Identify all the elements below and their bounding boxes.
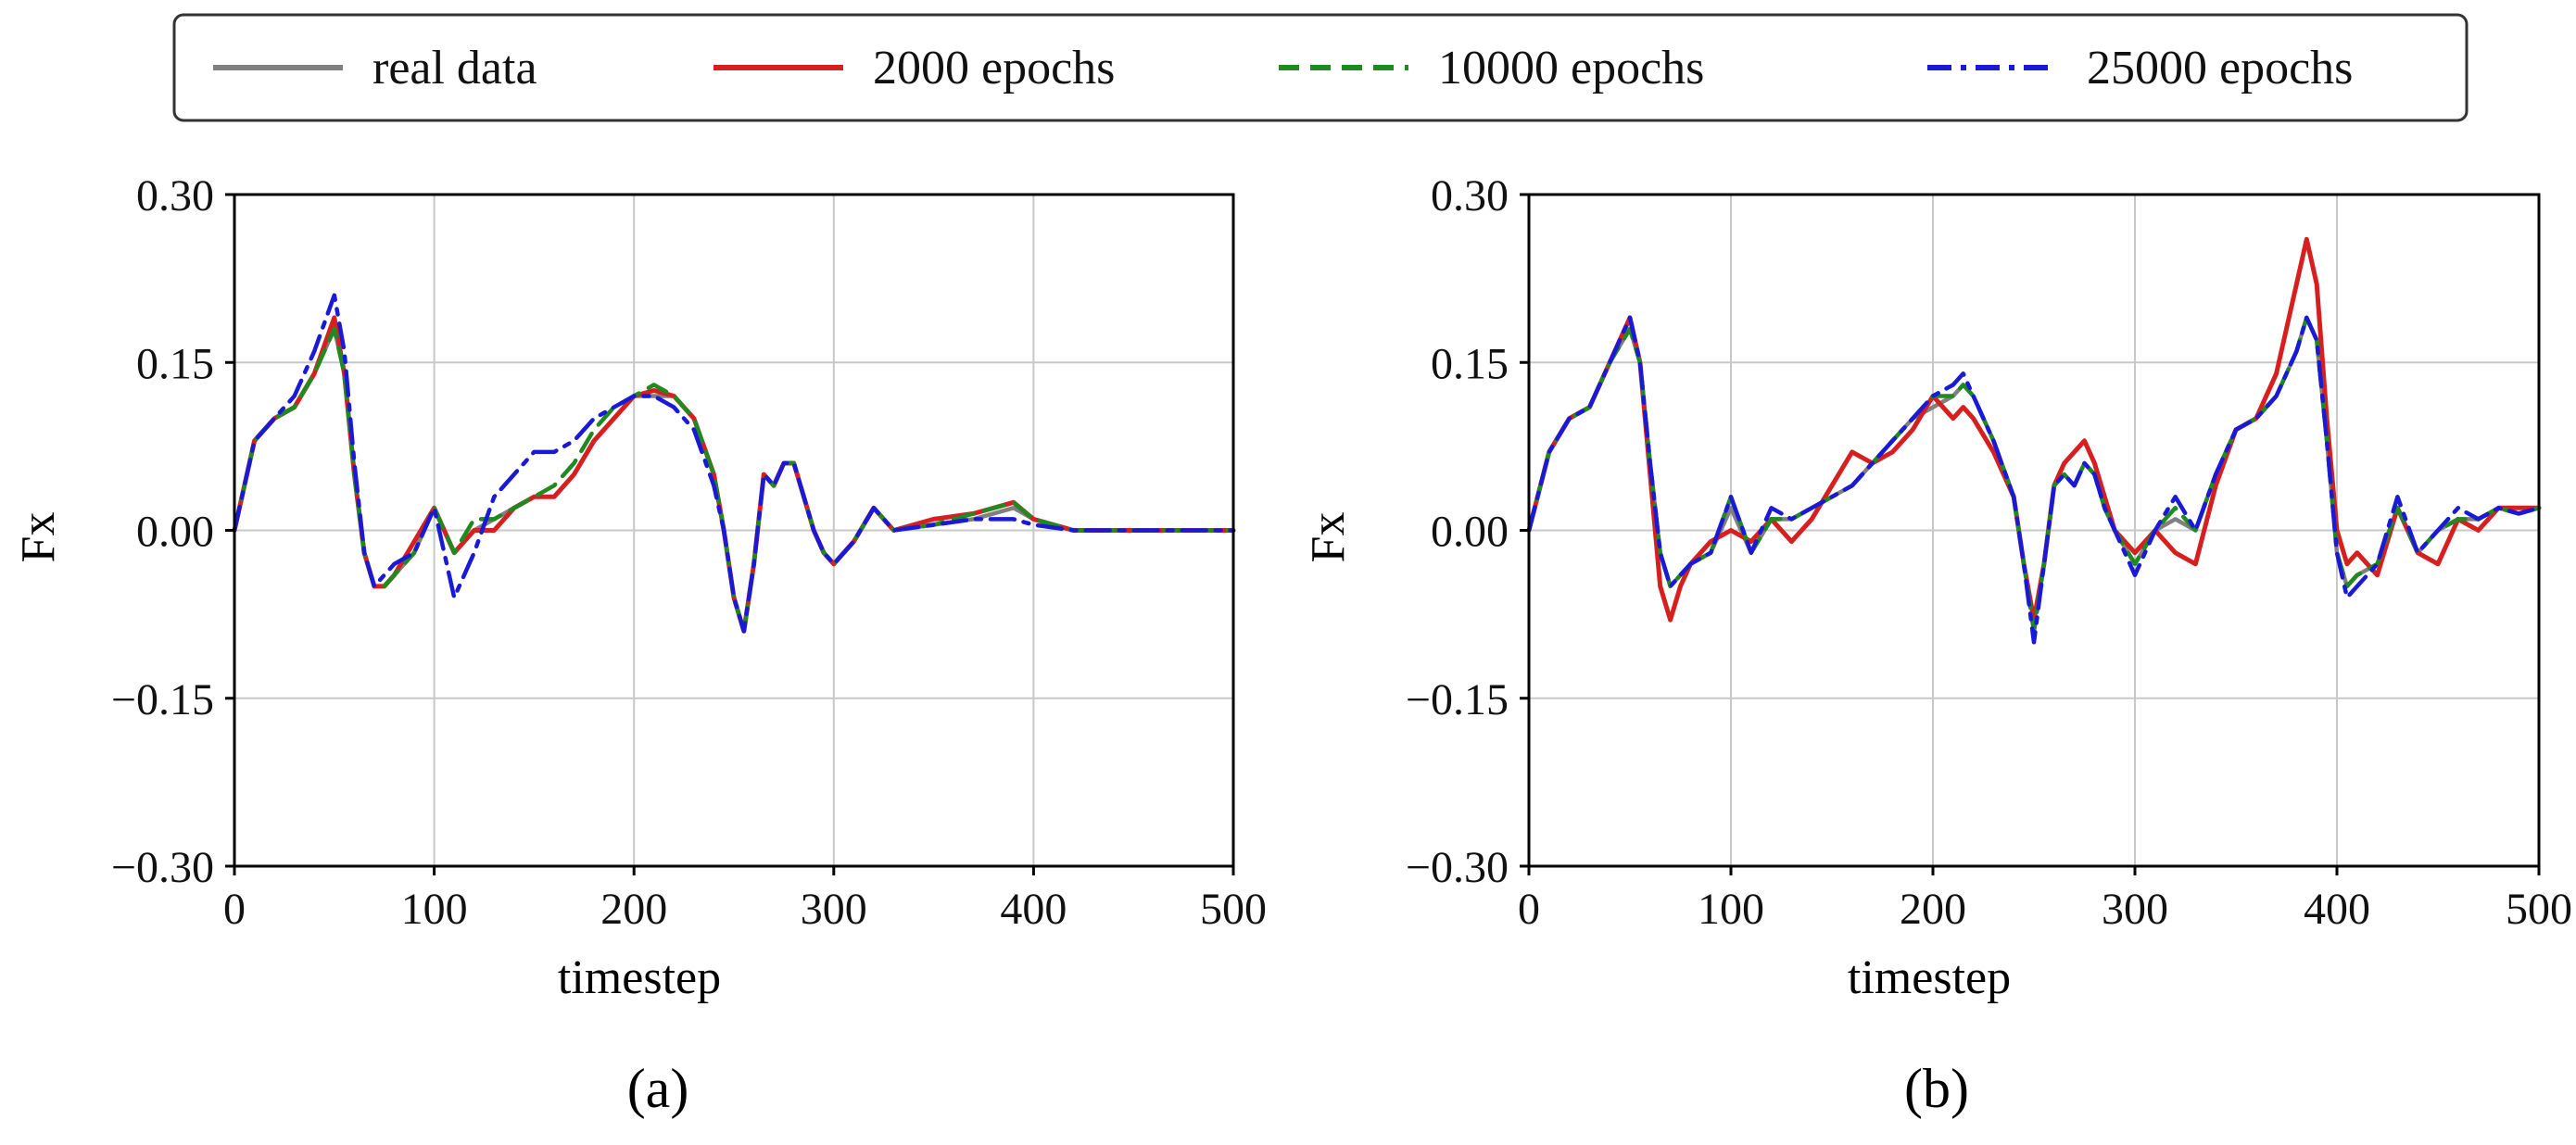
y-tick-label: 0.30: [1431, 171, 1509, 220]
x-tick-label: 100: [1698, 885, 1764, 934]
panel-label-a: (a): [627, 1058, 689, 1119]
series-line-2000-epochs: [1526, 236, 2542, 623]
series-line-25000-epochs: [232, 293, 1236, 634]
x-tick-label: 500: [2506, 885, 2572, 934]
x-tick-label: 300: [2102, 885, 2168, 934]
y-axis-label-b: Fx: [1302, 512, 1355, 563]
y-tick-label: 0.00: [1431, 508, 1509, 557]
legend-label-1: real data: [373, 42, 537, 94]
y-tick-label: 0.15: [1431, 339, 1509, 388]
plot-area-a: 0 100 200 300 400 500 0.30 0.15 0.00 −0.15 −0.30: [111, 171, 1267, 934]
x-tick-label: 0: [223, 885, 246, 934]
y-tick-label: 0.00: [136, 508, 214, 557]
y-tick-label: −0.15: [1406, 675, 1509, 724]
panel-label-b: (b): [1904, 1058, 1969, 1119]
x-axis-label-b: timestep: [1848, 951, 2011, 1004]
x-tick-label: 100: [401, 885, 468, 934]
panel-b: 0 100 200 300 400 500 0.30 0.15 0.00 −0.15 −0.30 t…: [1302, 171, 2572, 1119]
y-tick-label: −0.15: [111, 675, 214, 724]
x-tick-label: 200: [600, 885, 667, 934]
y-tick-label: −0.30: [111, 843, 214, 892]
plot-area-b: 0 100 200 300 400 500 0.30 0.15 0.00 −0.15 −0.30: [1406, 171, 2572, 934]
x-tick-label: 400: [2304, 885, 2370, 934]
series-line-10000-epochs: [232, 326, 1236, 634]
series-line-25000-epochs: [1526, 315, 2542, 645]
y-tick-label: −0.30: [1406, 843, 1509, 892]
legend-label-4: 25000 epochs: [2087, 42, 2353, 94]
x-axis-label-a: timestep: [558, 951, 721, 1004]
x-tick-label: 200: [1900, 885, 1966, 934]
legend-label-2: 2000 epochs: [873, 42, 1115, 94]
legend: real data 2000 epochs 10000 epochs 25000 ep…: [172, 13, 2469, 122]
panel-a: 0 100 200 300 400 500 0.30 0.15 0.00 −0.15 −0.30 t…: [12, 171, 1267, 1119]
y-tick-label: 0.15: [136, 339, 214, 388]
y-tick-label: 0.30: [136, 171, 214, 220]
x-tick-label: 0: [1518, 885, 1540, 934]
y-axis-label-a: Fx: [12, 512, 65, 563]
x-tick-label: 300: [801, 885, 867, 934]
x-tick-label: 400: [1000, 885, 1067, 934]
x-tick-label: 500: [1200, 885, 1267, 934]
legend-label-3: 10000 epochs: [1438, 42, 1704, 94]
